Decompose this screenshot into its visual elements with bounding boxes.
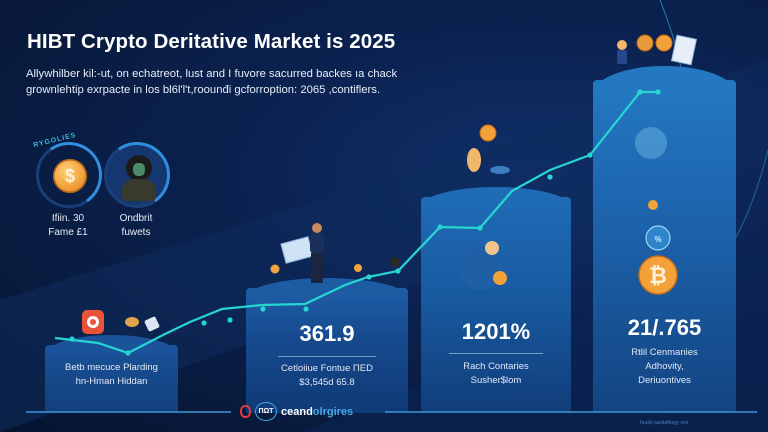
coin-icon bbox=[493, 271, 507, 285]
person-icon bbox=[617, 40, 627, 64]
bar-top bbox=[246, 278, 408, 298]
bar-label-line: hn-Hman Hiddan bbox=[75, 376, 148, 387]
bar-value: 21/.765 bbox=[627, 315, 702, 340]
bar-label-line: Rach Contaries bbox=[463, 361, 529, 372]
coin-icon bbox=[655, 34, 673, 52]
svg-text:₿: ₿ bbox=[649, 263, 667, 288]
bar-label: Rach Contaries Susher$lom bbox=[421, 360, 571, 388]
bar-value: 361.9 bbox=[299, 321, 355, 346]
svg-text:%: % bbox=[654, 235, 661, 244]
bar-label-line: $3,545d 65.8 bbox=[299, 377, 355, 388]
step-bar-3: 1201% Rach Contaries Susher$lom bbox=[421, 187, 571, 413]
avatar-badge bbox=[98, 136, 176, 214]
badge-caption-line: fuwets bbox=[121, 227, 151, 238]
wallet-icon bbox=[125, 317, 139, 327]
globe-icon bbox=[458, 246, 502, 290]
document-icon bbox=[670, 34, 698, 66]
growth-line-points bbox=[69, 89, 661, 356]
bar-divider bbox=[449, 353, 543, 354]
bar-label-line: Cetloiiue Fontue ΠED bbox=[281, 363, 373, 374]
footer-note: fsulip tasliafiogy ore bbox=[640, 420, 689, 426]
coin-icon bbox=[270, 264, 280, 274]
bar-top bbox=[421, 187, 571, 207]
badge-caption-1: Ifiin. 30 Fame £1 bbox=[28, 212, 108, 240]
footer-divider-left bbox=[26, 411, 231, 413]
coin-icon: $ bbox=[53, 159, 87, 193]
person-icon bbox=[467, 148, 481, 172]
bar-label-line: Rtlil Cenmanies bbox=[631, 347, 698, 358]
badge-caption-line: Fame £1 bbox=[48, 227, 88, 238]
logo-badge-icon: ΠΩΤ bbox=[255, 402, 277, 421]
coin-icon bbox=[354, 264, 362, 272]
coin-badge: $ bbox=[30, 136, 108, 214]
subtitle-line-2: grownlehtip exrpacte in los bl6l'l't,roo… bbox=[26, 84, 381, 96]
subtitle-line-1: Allywhilber kil:-ut, on echatreot, lust … bbox=[26, 68, 398, 80]
logo-text: ceandolrgires bbox=[281, 406, 353, 418]
cloud-icon bbox=[635, 127, 667, 159]
bitcoin-coin-icon bbox=[479, 124, 497, 142]
percent-badge-icon bbox=[645, 225, 671, 251]
logo-text-a: ceand bbox=[281, 405, 313, 418]
step-bar-2: 361.9 Cetloiiue Fontue ΠED $3,545d 65.8 bbox=[246, 278, 408, 413]
footer-divider-right bbox=[385, 411, 757, 413]
avatar-body-icon bbox=[122, 179, 156, 201]
helmet-icon bbox=[390, 257, 400, 267]
shield-icon bbox=[82, 310, 104, 334]
growth-line bbox=[54, 90, 658, 355]
coin-icon bbox=[636, 34, 654, 52]
badge-caption-2: Ondbrit fuwets bbox=[96, 212, 176, 240]
page-title: HIBT Crypto Deritative Market is 2025 bbox=[27, 30, 396, 53]
bar-label-line: Deriuontives bbox=[638, 375, 691, 386]
logo-text-b: olrgires bbox=[312, 405, 354, 418]
bar-label-line: Betb mecuce Plarding bbox=[65, 362, 158, 373]
badge-caption-line: Ondbrit bbox=[119, 213, 153, 224]
bar-label: Cetloiiue Fontue ΠED $3,545d 65.8 bbox=[246, 362, 408, 390]
person-head-icon bbox=[485, 241, 499, 255]
avatar-face-icon bbox=[133, 163, 145, 176]
bar-label-line: Adhovity, bbox=[645, 361, 684, 372]
coin-icon bbox=[648, 200, 658, 210]
person-with-laptop-icon bbox=[280, 223, 324, 283]
bar-divider bbox=[278, 356, 376, 357]
page-subtitle: Allywhilber kil:-ut, on echatreot, lust … bbox=[26, 66, 446, 98]
badge-caption-line: Ifiin. 30 bbox=[51, 213, 85, 224]
bar-label: Betb mecuce Plarding hn-Hman Hiddan bbox=[45, 361, 178, 389]
tag-icon bbox=[144, 316, 160, 332]
bar-label: Rtlil Cenmanies Adhovity, Deriuontives bbox=[593, 346, 736, 388]
footer-logo: ΠΩΤ ceandolrgires bbox=[240, 402, 353, 421]
bar-label-line: Susher$lom bbox=[470, 375, 522, 386]
bar-value: 1201% bbox=[461, 319, 531, 344]
logo-ring-icon bbox=[240, 405, 251, 418]
bitcoin-coin-icon bbox=[638, 255, 678, 295]
